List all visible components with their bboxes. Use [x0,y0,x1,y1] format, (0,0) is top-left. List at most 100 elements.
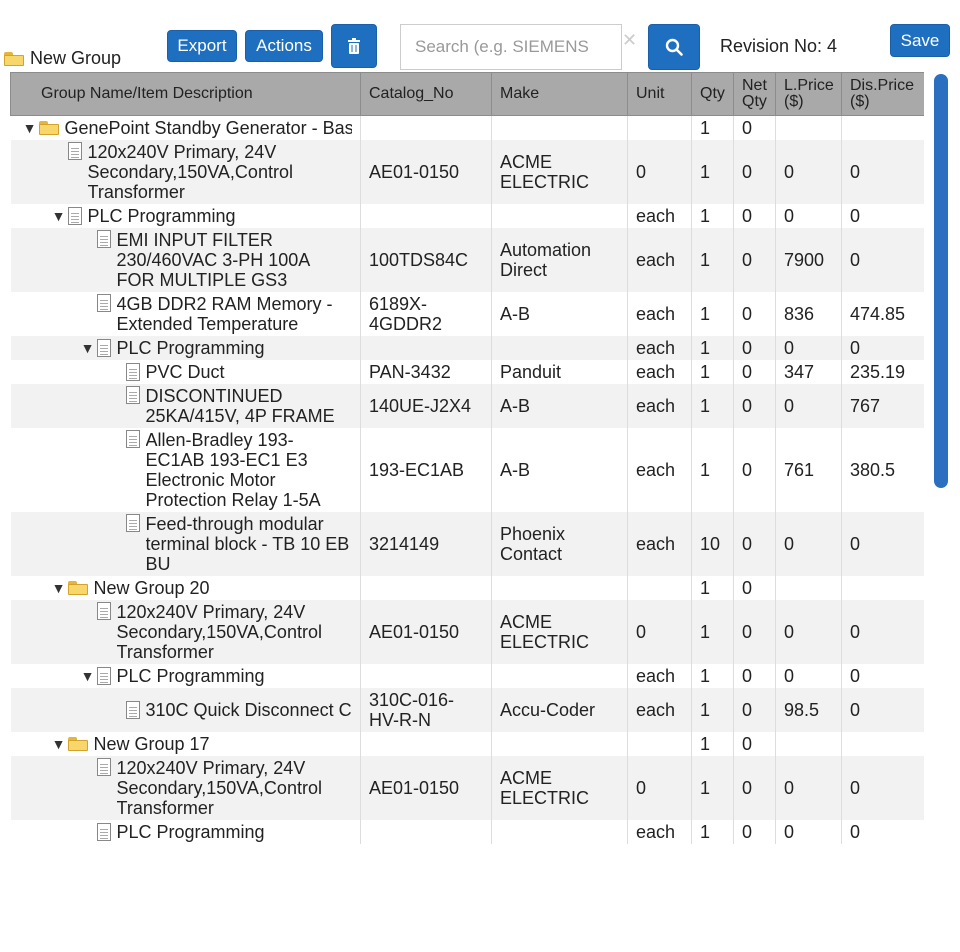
unit-cell: each [627,384,692,428]
col-header-catalog[interactable]: Catalog_No [360,72,492,116]
item-row[interactable]: PVC Duct PAN-3432 Panduit each 1 0 347 235.19 [10,360,924,384]
toolbar: New Group Export Actions ✕ Revision No: … [0,0,960,72]
discount-price-cell: 0 [841,140,924,204]
make-cell [491,204,628,228]
item-description: PVC Duct [145,362,225,382]
net-qty-cell: 0 [733,512,776,576]
col-header-list-price[interactable]: L.Price ($) [775,72,842,116]
qty-cell: 1 [691,336,734,360]
col-header-make[interactable]: Make [491,72,628,116]
list-price-cell [775,732,842,756]
catalog-cell [360,664,492,688]
item-row[interactable]: EMI INPUT FILTER 230/460VAC 3-PH 100A FO… [10,228,924,292]
item-row[interactable]: 120x240V Primary, 24V Secondary,150VA,Co… [10,140,924,204]
item-row[interactable]: ▼ PLC Programming each 1 0 0 0 [10,336,924,360]
search-input[interactable] [400,24,622,70]
qty-cell: 1 [691,576,734,600]
expand-toggle-icon[interactable]: ▼ [80,668,95,684]
make-cell: Accu-Coder [491,688,628,732]
net-qty-cell: 0 [733,384,776,428]
item-description: Feed-through modular terminal block - TB… [145,514,350,574]
make-cell: A-B [491,428,628,512]
list-price-cell: 0 [775,756,842,820]
item-description: 120x240V Primary, 24V Secondary,150VA,Co… [116,602,322,662]
expand-toggle-icon[interactable]: ▼ [51,580,66,596]
list-price-cell: 98.5 [775,688,842,732]
col-header-qty[interactable]: Qty [691,72,734,116]
item-row[interactable]: ▼ PLC Programming each 1 0 0 0 [10,664,924,688]
qty-cell: 1 [691,688,734,732]
net-qty-cell: 0 [733,292,776,336]
item-row[interactable]: ▼ PLC Programming each 1 0 0 0 [10,204,924,228]
export-button[interactable]: Export [167,30,237,62]
unit-cell [627,732,692,756]
net-qty-cell: 0 [733,732,776,756]
col-header-description[interactable]: Group Name/Item Description [10,72,361,116]
catalog-cell: 6189X-4GDDR2 [360,292,492,336]
make-cell: ACME ELECTRIC [491,600,628,664]
list-price-cell: 0 [775,512,842,576]
make-cell [491,820,628,844]
net-qty-cell: 0 [733,688,776,732]
save-button[interactable]: Save [890,24,950,57]
discount-price-cell: 767 [841,384,924,428]
item-row[interactable]: PLC Programming each 1 0 0 0 [10,820,924,844]
net-qty-cell: 0 [733,115,776,140]
col-header-unit[interactable]: Unit [627,72,692,116]
catalog-cell [360,115,492,140]
catalog-cell [360,204,492,228]
scrollbar-thumb[interactable] [934,74,948,488]
search-button[interactable] [648,24,700,70]
current-group[interactable]: New Group [4,48,121,69]
item-row[interactable]: 120x240V Primary, 24V Secondary,150VA,Co… [10,600,924,664]
item-row[interactable]: 310C Quick Disconnect Cable 310C-016-HV-R… [10,688,924,732]
item-description: EMI INPUT FILTER 230/460VAC 3-PH 100A FO… [116,230,310,290]
list-price-cell: 0 [775,664,842,688]
item-description: DISCONTINUED 25KA/415V, 4P FRAME [145,386,335,426]
unit-cell: each [627,428,692,512]
catalog-cell: 310C-016-HV-R-N [360,688,492,732]
net-qty-cell: 0 [733,664,776,688]
description-cell: ▼ PLC Programming [10,664,361,688]
discount-price-cell: 235.19 [841,360,924,384]
make-cell: ACME ELECTRIC [491,140,628,204]
group-row[interactable]: ▼ GenePoint Standby Generator - Basic 1 0 [10,115,924,140]
unit-cell: each [627,688,692,732]
expand-toggle-icon[interactable]: ▼ [80,340,95,356]
list-price-cell: 761 [775,428,842,512]
document-icon [125,514,140,532]
revision-number: Revision No: 4 [720,36,838,56]
group-row[interactable]: ▼ New Group 17 1 0 [10,732,924,756]
expand-toggle-icon[interactable]: ▼ [51,736,66,752]
col-header-net-qty[interactable]: Net Qty [733,72,776,116]
item-row[interactable]: DISCONTINUED 25KA/415V, 4P FRAME 140UE-J2… [10,384,924,428]
expand-toggle-icon[interactable]: ▼ [51,208,66,224]
group-row[interactable]: ▼ New Group 20 1 0 [10,576,924,600]
delete-button[interactable] [331,24,377,68]
unit-cell: each [627,512,692,576]
item-row[interactable]: Feed-through modular terminal block - TB… [10,512,924,576]
item-description: New Group 20 [93,578,210,598]
items-table: Group Name/Item Description Catalog_No M… [10,72,924,844]
discount-price-cell: 380.5 [841,428,924,512]
unit-cell: 0 [627,140,692,204]
list-price-cell: 0 [775,336,842,360]
item-row[interactable]: 120x240V Primary, 24V Secondary,150VA,Co… [10,756,924,820]
item-row[interactable]: Allen-Bradley 193-EC1AB 193-EC1 E3 Elect… [10,428,924,512]
expand-toggle-icon[interactable]: ▼ [22,120,37,136]
qty-cell: 1 [691,664,734,688]
table-header-row: Group Name/Item Description Catalog_No M… [10,72,924,116]
make-cell: Phoenix Contact [491,512,628,576]
document-icon [125,363,140,381]
net-qty-cell: 0 [733,428,776,512]
qty-cell: 1 [691,292,734,336]
qty-cell: 1 [691,756,734,820]
unit-cell: each [627,664,692,688]
col-header-discount-price[interactable]: Dis.Price ($) [841,72,924,116]
actions-button[interactable]: Actions [245,30,323,62]
item-row[interactable]: 4GB DDR2 RAM Memory - Extended Temperatu… [10,292,924,336]
discount-price-cell: 0 [841,228,924,292]
document-icon [96,758,111,776]
qty-cell: 1 [691,140,734,204]
clear-search-icon[interactable]: ✕ [622,30,638,50]
